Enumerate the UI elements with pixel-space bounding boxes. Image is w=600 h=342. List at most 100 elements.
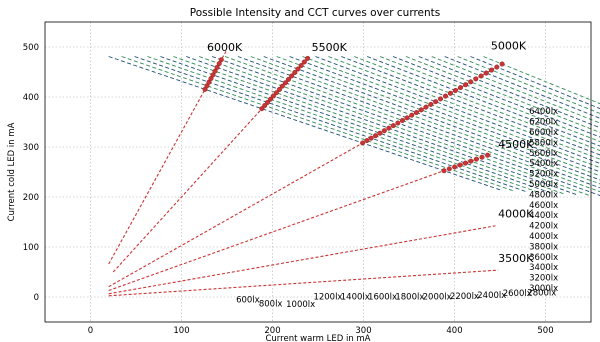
intensity-line-5200lx xyxy=(405,56,600,133)
intensity-label-2200lx: 2200lx xyxy=(450,292,479,302)
cct-marker-5500K xyxy=(295,66,301,72)
cct-marker-5500K xyxy=(305,55,311,61)
intensity-label-2400lx: 2400lx xyxy=(477,291,506,301)
cct-marker-4500K xyxy=(485,152,491,158)
cct-marker-5500K xyxy=(289,73,295,79)
x-axis-ticks: 0 100 200 300 400 500 xyxy=(88,326,554,336)
y-axis-ticks: 0 100 200 300 400 500 xyxy=(23,43,39,303)
intensity-label-4200lx: 4200lx xyxy=(529,222,558,232)
cct-marker-5000K xyxy=(488,67,494,73)
cct-curve-5000K xyxy=(108,62,505,288)
x-tick-label: 100 xyxy=(173,326,189,336)
cct-marker-4500K xyxy=(452,164,458,170)
cct-marker-6000K xyxy=(216,61,222,67)
cct-marker-5500K xyxy=(279,83,285,89)
intensity-line-5400lx xyxy=(418,56,600,129)
intensity-line-5000lx xyxy=(392,56,600,138)
cct-label-5500K: 5500K xyxy=(312,41,348,54)
cct-marker-5000K xyxy=(478,73,484,79)
intensity-line-1600lx xyxy=(173,56,565,195)
y-axis-label: Current cold LED in mA xyxy=(7,122,17,221)
intensity-line-4400lx xyxy=(354,56,600,151)
cct-marker-5000K xyxy=(373,133,379,139)
cct-marker-4500K xyxy=(441,168,447,174)
intensity-label-3000lx: 3000lx xyxy=(529,284,558,294)
cct-marker-5000K xyxy=(413,110,419,116)
y-tick-label: 400 xyxy=(23,93,39,103)
cct-marker-5000K xyxy=(360,140,366,146)
plot-frame xyxy=(44,21,592,323)
intensity-lines xyxy=(108,56,600,197)
grid-lines xyxy=(45,22,591,322)
cct-marker-5500K xyxy=(286,76,292,82)
intensity-line-4000lx xyxy=(328,56,600,160)
intensity-line-1200lx xyxy=(147,56,539,193)
intensity-label-5000lx: 5000lx xyxy=(529,180,558,190)
intensity-label-800lx: 800lx xyxy=(259,300,283,310)
x-axis-label: Current warm LED in mA xyxy=(265,334,370,342)
cct-marker-5000K xyxy=(499,61,505,67)
intensity-label-4800lx: 4800lx xyxy=(529,190,558,200)
cct-marker-5500K xyxy=(273,90,279,96)
x-tick-label: 300 xyxy=(355,326,371,336)
intensity-label-5600lx: 5600lx xyxy=(529,149,558,159)
intensity-label-2600lx: 2600lx xyxy=(503,289,532,299)
intensity-label-4400lx: 4400lx xyxy=(529,211,558,221)
intensity-line-3600lx xyxy=(302,56,600,169)
cct-marker-5000K xyxy=(386,125,392,131)
intensity-line-2400lx xyxy=(224,56,600,193)
intensity-label-5200lx: 5200lx xyxy=(529,170,558,180)
intensity-label-4600lx: 4600lx xyxy=(529,201,558,211)
cct-marker-5000K xyxy=(395,120,401,126)
cct-marker-5000K xyxy=(377,130,383,136)
intensity-label-1600lx: 1600lx xyxy=(368,293,397,303)
cct-marker-5000K xyxy=(409,112,415,118)
intensity-line-2200lx xyxy=(211,56,600,196)
cct-marker-4500K xyxy=(462,160,468,166)
cct-marker-5500K xyxy=(276,86,282,92)
cct-marker-5000K xyxy=(494,64,500,70)
intensity-line-1800lx xyxy=(186,56,578,196)
intensity-line-3200lx xyxy=(276,56,600,177)
cct-marker-5500K xyxy=(259,106,265,112)
cct-marker-5000K xyxy=(418,107,424,113)
intensity-line-2800lx xyxy=(250,56,600,185)
intensity-label-2800lx: 2800lx xyxy=(527,289,556,299)
cct-label-3500K: 3500K xyxy=(498,252,534,265)
cct-marker-5000K xyxy=(364,138,370,144)
cct-marker-5500K xyxy=(298,63,304,69)
intensity-label-5400lx: 5400lx xyxy=(529,159,558,169)
intensity-line-2000lx xyxy=(199,56,591,197)
intensity-label-5800lx: 5800lx xyxy=(529,138,558,148)
intensity-line-1400lx xyxy=(160,56,552,194)
intensity-label-6000lx: 6000lx xyxy=(529,128,558,138)
y-tick-label: 200 xyxy=(23,193,39,203)
cct-curve-4000K xyxy=(108,225,496,295)
x-tick-label: 0 xyxy=(88,326,93,336)
cct-marker-5000K xyxy=(442,93,448,99)
cct-marker-5000K xyxy=(468,79,474,85)
intensity-label-1000lx: 1000lx xyxy=(286,300,315,310)
cct-marker-5000K xyxy=(381,128,387,134)
x-tick-label: 200 xyxy=(264,326,280,336)
cct-label-6000K: 6000K xyxy=(207,41,243,54)
intensity-line-600lx xyxy=(108,56,501,191)
intensity-labels: 600lx 800lx 1000lx1200lx1400lx1600lx1800lx… xyxy=(236,107,558,310)
chart-title: Possible Intensity and CCT curves over c… xyxy=(190,7,441,19)
cct-marker-5000K xyxy=(404,115,410,121)
cct-marker-5000K xyxy=(438,96,444,102)
cct-markers xyxy=(202,55,505,174)
cct-marker-5000K xyxy=(433,99,439,105)
cct-marker-5500K xyxy=(292,70,298,76)
cct-marker-5500K xyxy=(301,59,307,65)
intensity-line-4800lx xyxy=(379,56,600,143)
x-tick-label: 400 xyxy=(446,326,462,336)
intensity-line-4600lx xyxy=(366,56,600,147)
intensity-label-3600lx: 3600lx xyxy=(529,253,558,263)
cct-marker-5500K xyxy=(267,96,273,102)
intensity-line-1000lx xyxy=(134,56,526,192)
intensity-label-1200lx: 1200lx xyxy=(313,293,342,303)
cct-marker-4500K xyxy=(473,156,479,162)
intensity-line-4200lx xyxy=(341,56,600,156)
